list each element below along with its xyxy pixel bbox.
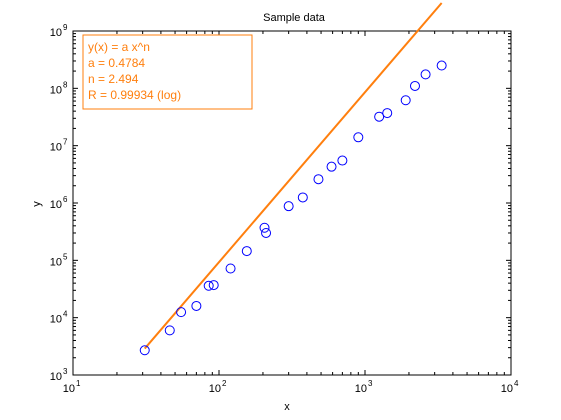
x-tick-label-base: 10 [63,383,75,395]
y-tick-label-base: 10 [50,256,62,268]
y-tick-label-exponent: 9 [63,23,68,32]
y-tick-label-exponent: 8 [63,80,68,89]
x-tick-label-exponent: 2 [222,379,227,388]
x-tick-label-exponent: 1 [76,379,81,388]
x-tick-label-base: 10 [501,383,513,395]
y-axis-label: y [31,201,43,207]
chart-title: Sample data [263,12,326,24]
y-tick-label-base: 10 [50,142,62,154]
x-tick-label-exponent: 4 [514,379,519,388]
y-tick-label-exponent: 3 [63,367,68,376]
y-tick-label-base: 10 [50,314,62,326]
y-tick-label-base: 10 [50,27,62,39]
x-axis-label: x [284,401,290,413]
legend-line-r: R = 0.99934 (log) [88,88,181,102]
legend-line-n: n = 2.494 [88,72,139,86]
x-tick-label-base: 10 [355,383,367,395]
legend-line-a: a = 0.4784 [88,56,145,70]
legend-line-equation: y(x) = a x^n [88,40,150,54]
y-tick-label-exponent: 4 [63,310,68,319]
y-tick-label-exponent: 6 [63,195,68,204]
y-tick-label-base: 10 [50,199,62,211]
fit-legend: y(x) = a x^n a = 0.4784 n = 2.494 R = 0.… [83,35,252,109]
y-tick-label-base: 10 [50,371,62,383]
x-tick-label-exponent: 3 [368,379,373,388]
y-tick-label-base: 10 [50,84,62,96]
y-tick-label-exponent: 5 [63,252,68,261]
y-tick-label-exponent: 7 [63,138,68,147]
x-tick-label-base: 10 [209,383,221,395]
